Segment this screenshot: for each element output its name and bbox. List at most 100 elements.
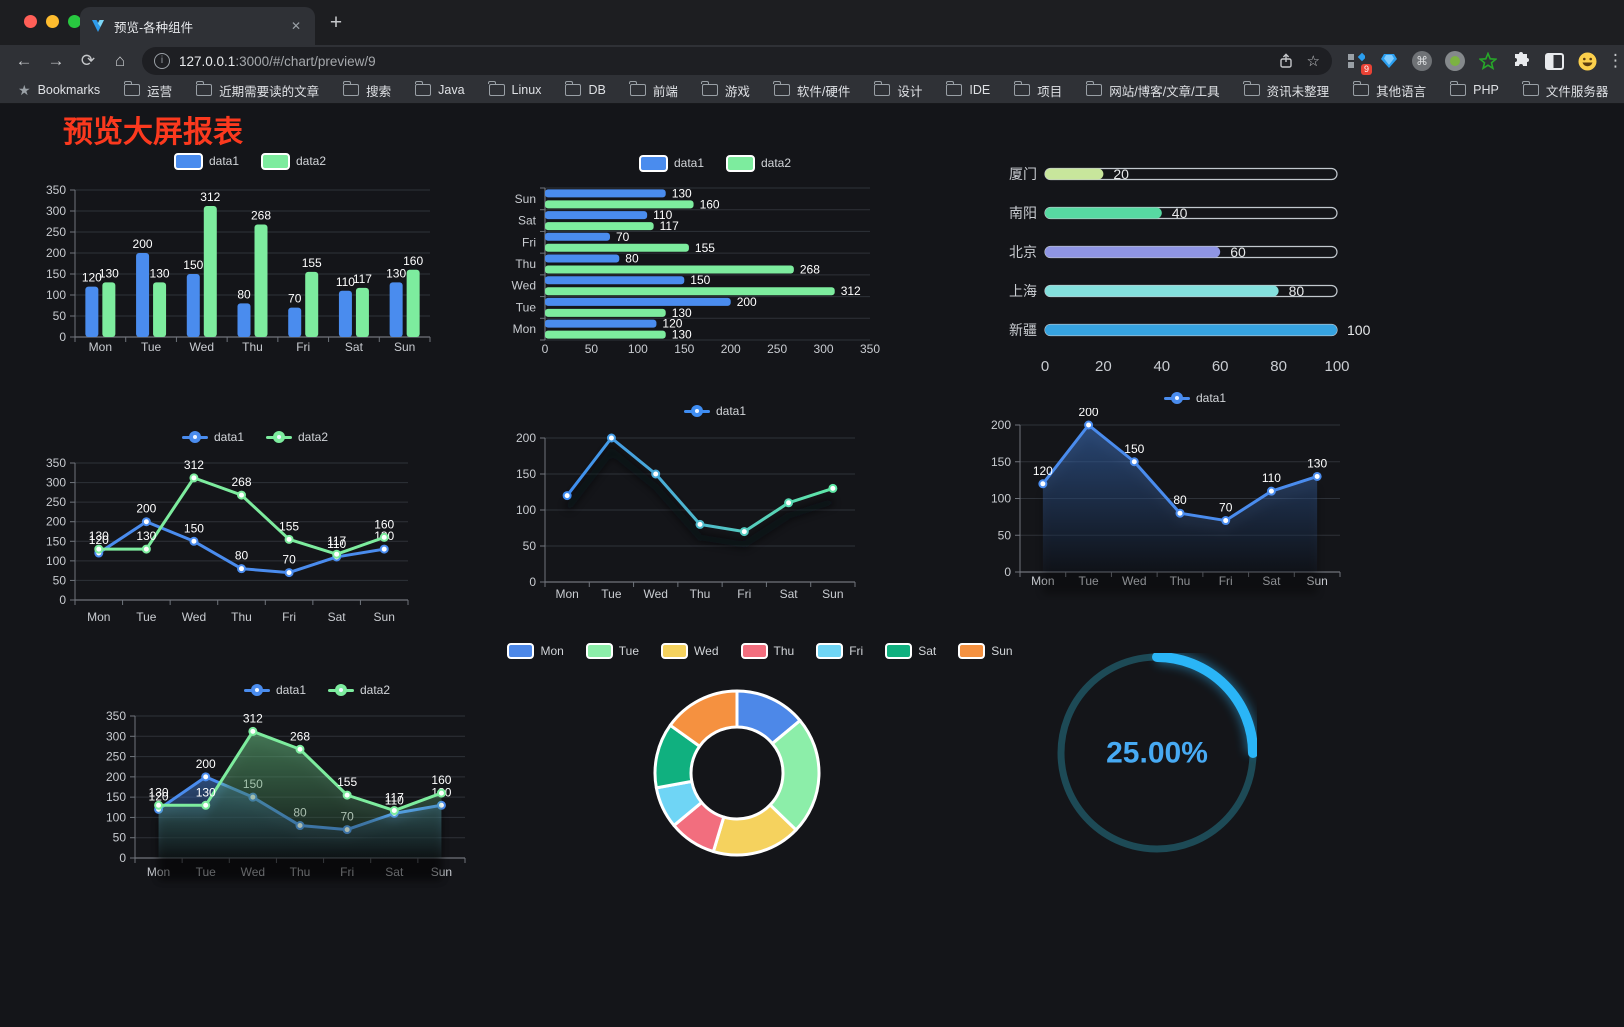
info-icon[interactable]: i bbox=[154, 53, 170, 69]
svg-text:160: 160 bbox=[374, 517, 394, 531]
svg-text:130: 130 bbox=[196, 785, 216, 799]
svg-text:200: 200 bbox=[991, 418, 1011, 432]
progress-bar-chart[interactable]: 厦门 20 南阳 40 北京 60 上海 80 新疆 100 0 20 40 60 80 100 bbox=[985, 150, 1405, 385]
ext-grid-icon[interactable]: 9 bbox=[1346, 51, 1372, 75]
legend-item-data2[interactable]: data2 bbox=[261, 152, 326, 170]
bookmark-item-Linux[interactable]: Linux bbox=[488, 81, 541, 97]
bookmark-item-运营[interactable]: 运营 bbox=[123, 81, 172, 100]
svg-text:120: 120 bbox=[89, 533, 109, 547]
ext-record-icon[interactable] bbox=[1445, 51, 1465, 71]
bookmark-item-项目[interactable]: 项目 bbox=[1013, 81, 1062, 100]
tab-close-icon[interactable]: ✕ bbox=[290, 19, 301, 33]
bookmark-item-资讯未整理[interactable]: 资讯未整理 bbox=[1243, 81, 1329, 100]
svg-text:Mon: Mon bbox=[555, 587, 578, 601]
svg-text:Mon: Mon bbox=[513, 322, 536, 336]
area-line-chart[interactable]: data1 0 50 100 150 200 Mon Tue Wed Thu Fri Sat Sun 1… bbox=[985, 388, 1405, 600]
svg-text:0: 0 bbox=[59, 330, 66, 344]
legend-item-data2[interactable]: data2 bbox=[266, 430, 328, 444]
ext-star-icon[interactable] bbox=[1478, 51, 1498, 71]
ext-command-icon[interactable]: ⌘ bbox=[1412, 51, 1432, 71]
url-text[interactable]: 127.0.0.1:3000/#/chart/preview/9 bbox=[179, 53, 376, 69]
bookmark-item-网站/博客/文章/工具[interactable]: 网站/博客/文章/工具 bbox=[1085, 81, 1220, 100]
bookmark-item-近期需要读的文章[interactable]: 近期需要读的文章 bbox=[195, 81, 319, 100]
gradient-line-chart[interactable]: data1 0 50 100 150 200 Mon Tue Wed Thu Fri Sat Sun bbox=[505, 400, 925, 615]
svg-text:Sat: Sat bbox=[345, 340, 364, 354]
folder-icon bbox=[773, 81, 790, 96]
legend-marker-icon bbox=[243, 684, 270, 696]
share-icon[interactable] bbox=[1279, 53, 1293, 69]
progress-bar-canvas[interactable]: 厦门 20 南阳 40 北京 60 上海 80 新疆 100 0 20 40 60 80 100 bbox=[985, 150, 1405, 385]
menu-icon[interactable]: ⋮ bbox=[1607, 51, 1624, 70]
legend: data1 data2 bbox=[505, 152, 925, 174]
legend-item-data1[interactable]: data1 bbox=[173, 152, 239, 170]
bookmark-item-前端[interactable]: 前端 bbox=[629, 81, 678, 100]
bookmark-item-IDE[interactable]: IDE bbox=[945, 81, 990, 97]
legend-item-data2[interactable]: data2 bbox=[726, 154, 791, 172]
legend-item-Mon[interactable]: Mon bbox=[507, 643, 564, 659]
two-series-area-chart[interactable]: data1 data2 0 50 100 150 200 250 300 350 Mon Tue We… bbox=[105, 678, 529, 898]
home-button[interactable]: ⌂ bbox=[114, 51, 126, 70]
bookmark-page-icon[interactable]: ☆ bbox=[1306, 53, 1320, 70]
legend-item-Fri[interactable]: Fri bbox=[816, 643, 863, 659]
legend-label: Sat bbox=[918, 644, 937, 658]
ext-sidebar-icon[interactable] bbox=[1544, 51, 1564, 71]
horizontal-bar-chart[interactable]: data1 data2 Sun Sat Fri Thu Wed Tue Mon 0 50 100 15… bbox=[505, 152, 925, 364]
bookmark-item-PHP[interactable]: PHP bbox=[1449, 81, 1499, 97]
line-chart-two-series[interactable]: data1 data2 0 50 100 150 200 250 300 350 Mon Tue We… bbox=[45, 425, 465, 640]
forward-button[interactable]: → bbox=[47, 51, 65, 70]
browser-tab[interactable]: 预览-各种组件 ✕ bbox=[80, 7, 315, 45]
legend-item-data2[interactable]: data2 bbox=[328, 683, 390, 697]
grouped-bar-chart[interactable]: data1 data2 0 50 100 150 200 250 300 350 Mon Tue We… bbox=[40, 150, 460, 365]
bookmark-item-文件服务器[interactable]: 文件服务器 bbox=[1522, 81, 1608, 100]
svg-text:130: 130 bbox=[386, 266, 406, 280]
svg-text:80: 80 bbox=[625, 252, 639, 266]
horizontal-bar-canvas[interactable]: Sun Sat Fri Thu Wed Tue Mon 0 50 100 150 200 250 300 3… bbox=[505, 174, 925, 364]
tab-favicon-icon bbox=[92, 20, 104, 32]
line-two-series-canvas[interactable]: 0 50 100 150 200 250 300 350 Mon Tue Wed Thu Fri Sat S… bbox=[45, 449, 465, 640]
gradient-line-canvas[interactable]: 0 50 100 150 200 Mon Tue Wed Thu Fri Sat Sun bbox=[505, 422, 925, 615]
minimize-window-button[interactable] bbox=[46, 15, 59, 28]
bookmark-item-Java[interactable]: Java bbox=[414, 81, 465, 97]
close-window-button[interactable] bbox=[24, 15, 37, 28]
bookmark-item-软件/硬件[interactable]: 软件/硬件 bbox=[773, 81, 850, 100]
url-bar[interactable]: i 127.0.0.1:3000/#/chart/preview/9 ☆ bbox=[142, 47, 1332, 75]
donut-chart[interactable] bbox=[653, 689, 821, 857]
ext-gem-icon[interactable] bbox=[1379, 51, 1399, 71]
legend-item-Tue[interactable]: Tue bbox=[585, 643, 639, 659]
svg-text:Mon: Mon bbox=[87, 610, 110, 624]
gauge-chart[interactable]: 25.00% bbox=[1057, 653, 1257, 853]
gauge-canvas[interactable]: 25.00% bbox=[1057, 653, 1257, 853]
ext-puzzle-icon[interactable] bbox=[1511, 51, 1531, 71]
bookmark-item-其他语言[interactable]: 其他语言 bbox=[1352, 81, 1426, 100]
grouped-bar-canvas[interactable]: 0 50 100 150 200 250 300 350 Mon Tue Wed Thu Fri Sat S… bbox=[40, 172, 460, 365]
zoom-window-button[interactable] bbox=[68, 15, 81, 28]
svg-text:Sat: Sat bbox=[518, 214, 537, 228]
legend-item-Wed[interactable]: Wed bbox=[661, 643, 719, 659]
svg-text:130: 130 bbox=[672, 306, 692, 320]
svg-text:155: 155 bbox=[337, 775, 357, 789]
bookmark-item-搜索[interactable]: 搜索 bbox=[342, 81, 391, 100]
back-button[interactable]: ← bbox=[15, 51, 33, 70]
legend-item-data1[interactable]: data1 bbox=[683, 404, 746, 418]
legend-item-data1[interactable]: data1 bbox=[181, 430, 244, 444]
legend-item-Sun[interactable]: Sun bbox=[958, 643, 1013, 659]
legend-label: Mon bbox=[540, 644, 564, 658]
legend-item-data1[interactable]: data1 bbox=[1163, 391, 1226, 405]
legend-item-data1[interactable]: data1 bbox=[243, 683, 306, 697]
ext-emoji-icon[interactable] bbox=[1577, 51, 1597, 71]
legend-item-data1[interactable]: data1 bbox=[638, 154, 704, 172]
legend-item-Sat[interactable]: Sat bbox=[885, 643, 936, 659]
reload-button[interactable]: ⟳ bbox=[80, 51, 96, 70]
bookmark-item-设计[interactable]: 设计 bbox=[873, 81, 922, 100]
bookmark-item-Bookmarks[interactable]: ★ Bookmarks bbox=[18, 82, 100, 99]
bookmark-item-DB[interactable]: DB bbox=[564, 81, 606, 97]
svg-text:200: 200 bbox=[1079, 408, 1099, 419]
new-tab-button[interactable]: + bbox=[329, 11, 343, 34]
svg-text:117: 117 bbox=[660, 219, 679, 233]
svg-text:80: 80 bbox=[235, 549, 249, 563]
legend-item-Thu[interactable]: Thu bbox=[740, 643, 794, 659]
bookmark-item-游戏[interactable]: 游戏 bbox=[701, 81, 750, 100]
donut-canvas[interactable] bbox=[653, 689, 821, 857]
